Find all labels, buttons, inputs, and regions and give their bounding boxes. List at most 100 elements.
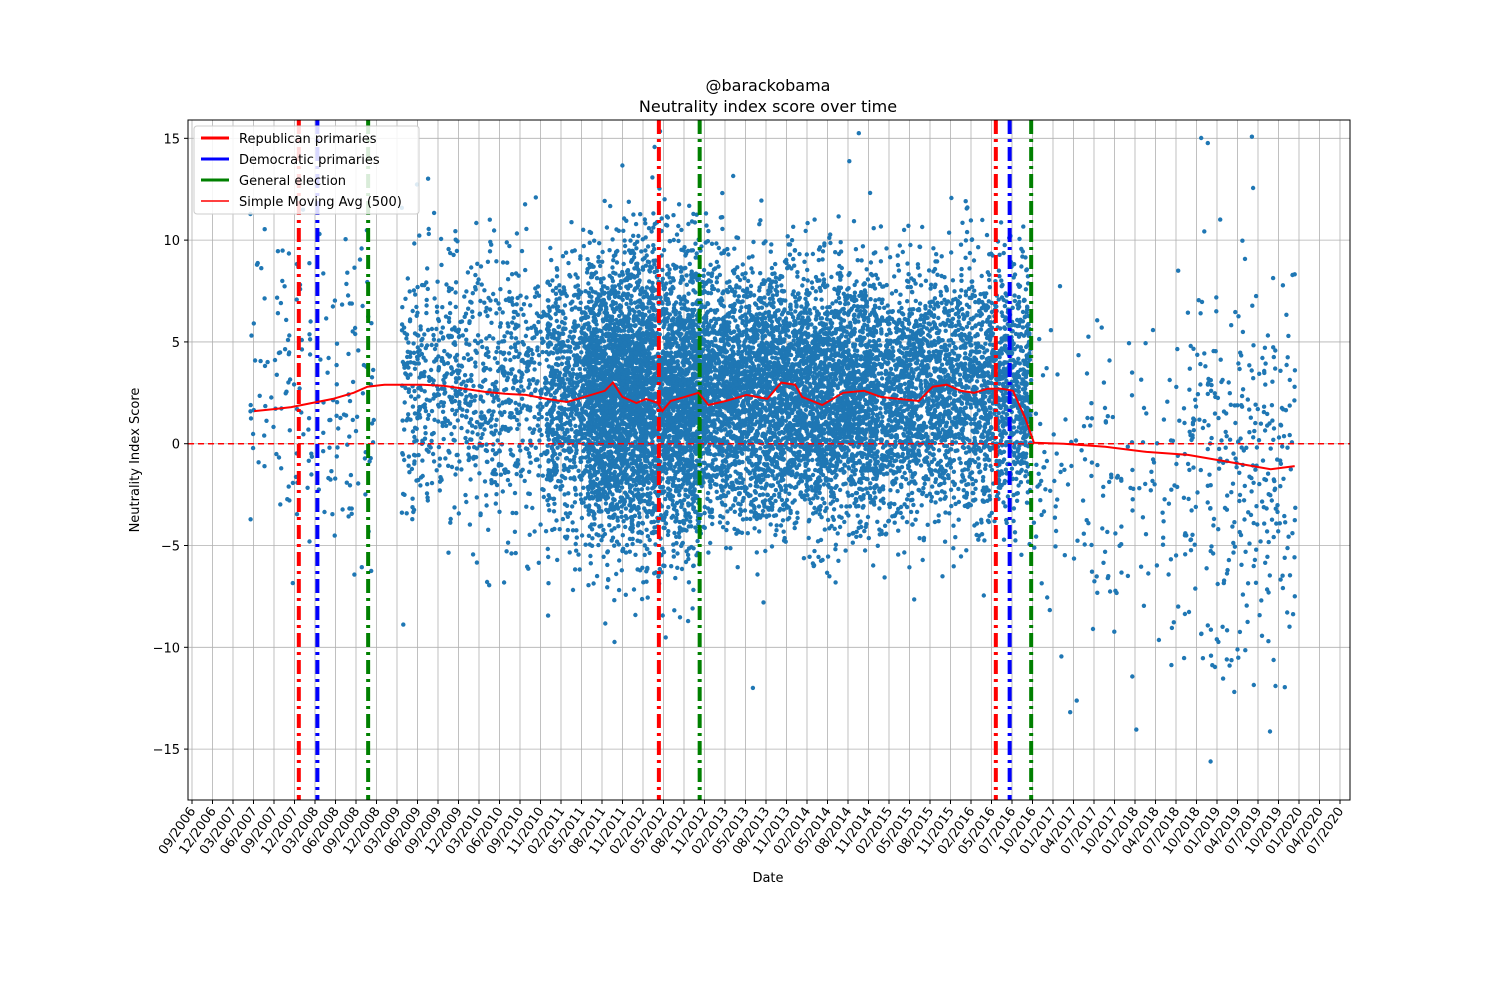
- scatter-point: [551, 496, 557, 501]
- scatter-point: [572, 500, 578, 505]
- scatter-point: [588, 286, 594, 291]
- scatter-point: [507, 289, 512, 295]
- scatter-point: [271, 424, 276, 430]
- scatter-point: [415, 310, 420, 315]
- scatter-point: [255, 260, 260, 266]
- scatter-point: [677, 492, 682, 498]
- scatter-point: [555, 356, 560, 361]
- scatter-point: [423, 358, 428, 363]
- scatter-point: [693, 322, 698, 327]
- scatter-point: [248, 409, 253, 414]
- scatter-point: [562, 303, 568, 308]
- scatter-point: [669, 564, 674, 569]
- scatter-point: [415, 284, 420, 290]
- scatter-point: [474, 419, 480, 425]
- scatter-point: [566, 407, 571, 412]
- scatter-point: [545, 323, 551, 328]
- scatter-point: [500, 310, 505, 315]
- scatter-point: [429, 408, 435, 414]
- scatter-point: [560, 355, 566, 360]
- scatter-point: [305, 485, 310, 490]
- scatter-point: [576, 380, 581, 385]
- scatter-point: [519, 396, 525, 401]
- scatter-point: [536, 473, 541, 478]
- scatter-point: [536, 319, 541, 325]
- scatter-point: [460, 333, 465, 338]
- scatter-point: [569, 427, 574, 432]
- scatter-point: [579, 310, 585, 315]
- scatter-point: [494, 492, 499, 497]
- scatter-point: [473, 287, 478, 292]
- scatter-point: [610, 237, 615, 242]
- scatter-point: [541, 339, 546, 344]
- scatter-point: [546, 459, 551, 464]
- scatter-point: [549, 477, 554, 482]
- scatter-point: [333, 476, 338, 481]
- scatter-point: [574, 429, 579, 434]
- scatter-point: [528, 460, 533, 465]
- scatter-point: [505, 321, 510, 326]
- scatter-point: [359, 246, 364, 251]
- scatter-point: [410, 517, 415, 522]
- scatter-point: [252, 358, 258, 363]
- scatter-point: [514, 510, 519, 516]
- scatter-point: [568, 422, 573, 428]
- scatter-point: [411, 341, 416, 346]
- scatter-point: [490, 448, 496, 453]
- scatter-point: [275, 311, 281, 316]
- scatter-point: [491, 291, 496, 297]
- scatter-point: [442, 391, 447, 396]
- scatter-point: [468, 417, 474, 422]
- scatter-point: [491, 399, 496, 404]
- scatter-point: [685, 618, 691, 624]
- scatter-point: [510, 386, 516, 391]
- scatter-point: [502, 470, 508, 475]
- scatter-point: [588, 553, 593, 559]
- scatter-point: [496, 403, 502, 408]
- scatter-point: [522, 202, 528, 207]
- scatter-point: [518, 409, 523, 415]
- scatter-point: [470, 309, 475, 314]
- scatter-point: [468, 299, 473, 304]
- scatter-point: [495, 345, 501, 350]
- scatter-point: [583, 542, 588, 547]
- scatter-point: [438, 236, 444, 242]
- scatter-point: [294, 297, 299, 302]
- scatter-point: [357, 257, 363, 262]
- scatter-point: [558, 419, 563, 424]
- scatter-point: [360, 391, 366, 396]
- scatter-point: [539, 387, 544, 392]
- scatter-point: [290, 480, 296, 486]
- scatter-point: [640, 257, 645, 262]
- scatter-point: [309, 454, 315, 459]
- scatter-point: [517, 351, 522, 356]
- scatter-point: [595, 408, 600, 413]
- scatter-point: [481, 399, 486, 404]
- scatter-point: [538, 401, 543, 406]
- scatter-point: [485, 259, 491, 264]
- scatter-point: [408, 394, 414, 399]
- scatter-point: [434, 326, 439, 332]
- scatter-point: [418, 475, 424, 480]
- scatter-point: [518, 378, 523, 384]
- scatter-point: [452, 340, 457, 345]
- scatter-point: [535, 345, 540, 350]
- scatter-point: [455, 239, 460, 244]
- scatter-point: [492, 468, 497, 473]
- scatter-point: [643, 221, 648, 226]
- scatter-point: [577, 414, 582, 419]
- scatter-point: [468, 437, 473, 442]
- scatter-point: [589, 299, 594, 304]
- scatter-point: [557, 405, 562, 410]
- scatter-point: [436, 365, 442, 370]
- scatter-point: [567, 458, 573, 463]
- scatter-point: [417, 233, 422, 238]
- scatter-point: [581, 416, 586, 421]
- scatter-point: [572, 363, 577, 368]
- scatter-point: [497, 366, 503, 371]
- scatter-point: [422, 332, 427, 337]
- scatter-point: [413, 361, 418, 366]
- scatter-point: [551, 351, 556, 356]
- scatter-point: [555, 445, 560, 450]
- scatter-point: [519, 358, 524, 364]
